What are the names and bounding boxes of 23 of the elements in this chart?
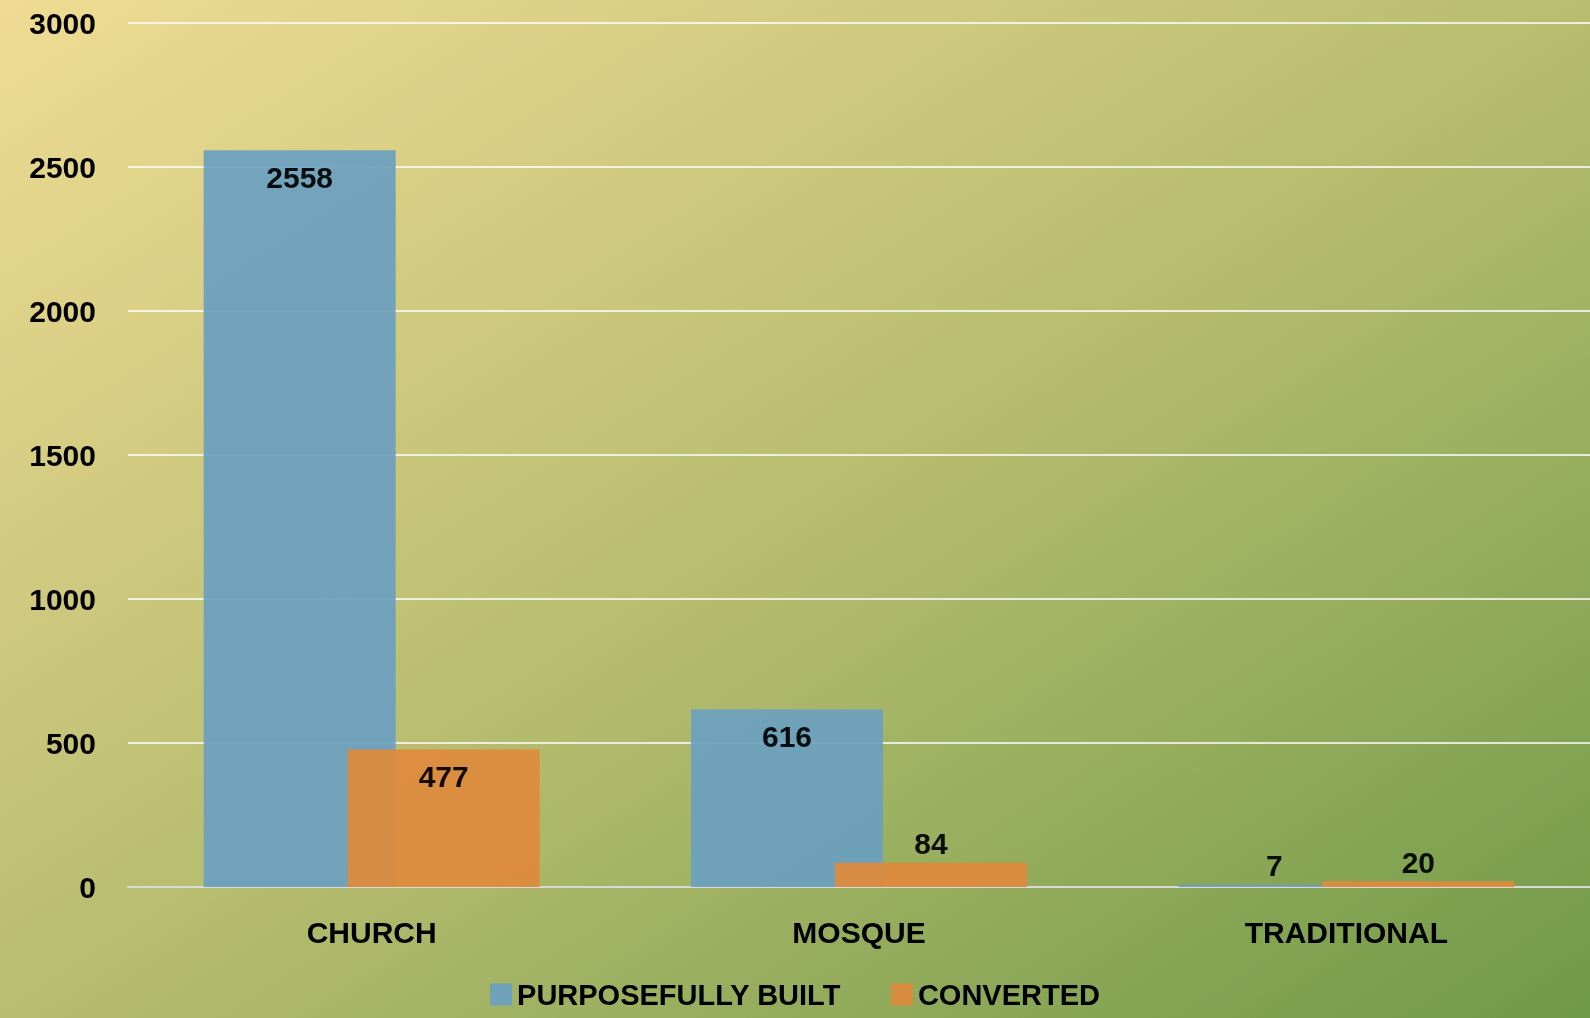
y-tick-label: 500 xyxy=(45,726,96,760)
y-tick-label: 2000 xyxy=(29,294,96,328)
bar xyxy=(691,709,883,887)
y-tick-label: 1500 xyxy=(29,438,96,472)
y-tick-label: 1000 xyxy=(29,582,96,616)
y-tick-label: 2500 xyxy=(29,150,96,184)
data-label: 7 xyxy=(1265,849,1283,883)
bar xyxy=(203,150,396,887)
data-label: 84 xyxy=(914,827,948,861)
data-label: 477 xyxy=(418,760,469,794)
y-tick-label: 0 xyxy=(79,870,96,904)
bar xyxy=(1322,881,1515,887)
bar xyxy=(347,749,540,887)
legend-label: PURPOSEFULLY BUILT xyxy=(517,978,841,1011)
legend-label: CONVERTED xyxy=(917,978,1100,1011)
x-tick-label: CHURCH xyxy=(306,915,437,949)
y-tick-label: 3000 xyxy=(29,6,96,40)
data-label: 20 xyxy=(1401,845,1436,879)
data-label: 2558 xyxy=(266,160,334,194)
x-tick-label: MOSQUE xyxy=(792,915,926,949)
bar xyxy=(835,862,1027,887)
x-tick-label: TRADITIONAL xyxy=(1244,915,1448,949)
data-label: 616 xyxy=(761,720,813,754)
